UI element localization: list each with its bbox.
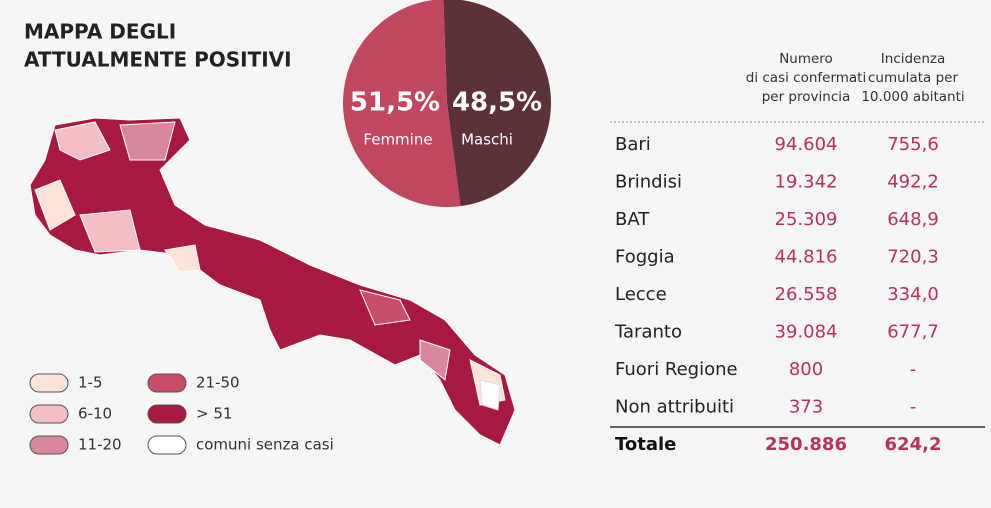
legend-label: 21-50 [196, 374, 240, 392]
legend-label: 6-10 [78, 405, 112, 423]
table-cell: 25.309 [775, 209, 838, 230]
row-label: Brindisi [615, 172, 682, 193]
map-title: MAPPA DEGLI [24, 20, 176, 44]
map-title: ATTUALMENTE POSITIVI [24, 48, 292, 72]
table-cell: 373 [789, 397, 823, 418]
table-cell: 720,3 [887, 247, 939, 268]
column-header: di casi confermati [746, 70, 866, 86]
pie-slice [343, 0, 461, 207]
column-header: Incidenza [881, 51, 946, 67]
row-label: Foggia [615, 247, 675, 268]
column-header: cumulata per [868, 70, 958, 86]
table-cell: 26.558 [775, 284, 838, 305]
table-cell: 94.604 [775, 134, 838, 155]
map-area [34, 179, 76, 231]
legend: 1-5 6-10 11-20 21-50 > 51 comuni senza casi [29, 373, 334, 455]
pie-value-label: 51,5% [350, 88, 440, 118]
legend-label: > 51 [196, 405, 232, 423]
table-cell: 800 [789, 359, 823, 380]
row-label: Fuori Regione [615, 359, 738, 380]
table-cell: 334,0 [887, 284, 939, 305]
legend-swatch [147, 435, 187, 455]
row-label: Taranto [614, 322, 682, 343]
table-cell: 492,2 [887, 172, 939, 193]
table-cell: 44.816 [775, 247, 838, 268]
column-header: Numero [779, 51, 833, 67]
map-area [119, 121, 176, 161]
table-cell: 648,9 [887, 209, 939, 230]
legend-label: 1-5 [78, 374, 103, 392]
map [29, 117, 516, 446]
column-header: 10.000 abitanti [861, 89, 964, 105]
legend-swatch [29, 404, 69, 424]
row-label: BAT [615, 209, 650, 230]
map-area [164, 244, 201, 273]
table-cell: 755,6 [887, 134, 939, 155]
legend-swatch [147, 373, 187, 393]
pie-chart: 51,5% Femmine 48,5% Maschi [343, 0, 552, 207]
legend-swatch [29, 435, 69, 455]
map-area [79, 209, 141, 253]
total-cell: 250.886 [765, 434, 847, 455]
table-cell: - [910, 397, 917, 418]
table-cell: 677,7 [887, 322, 939, 343]
pie-category-label: Maschi [461, 131, 513, 149]
table-cell: 19.342 [775, 172, 838, 193]
legend-swatch [29, 373, 69, 393]
pie-category-label: Femmine [363, 131, 432, 149]
total-cell: 624,2 [885, 434, 942, 455]
map-area [359, 289, 411, 326]
column-header: per provincia [762, 89, 851, 105]
legend-label: 11-20 [78, 436, 122, 454]
table: Numero di casi confermati per provincia Inc… [610, 51, 985, 455]
legend-swatch [147, 404, 187, 424]
row-label: Lecce [615, 284, 667, 305]
total-cell: Totale [615, 434, 676, 455]
map-area [479, 379, 501, 411]
table-cell: - [910, 359, 917, 380]
legend-label: comuni senza casi [196, 436, 334, 454]
row-label: Non attribuiti [615, 397, 734, 418]
table-cell: 39.084 [775, 322, 838, 343]
map-area [54, 121, 111, 161]
pie-slice [443, 0, 552, 207]
map-area [419, 339, 451, 381]
pie-value-label: 48,5% [452, 88, 542, 118]
row-label: Bari [615, 134, 651, 155]
